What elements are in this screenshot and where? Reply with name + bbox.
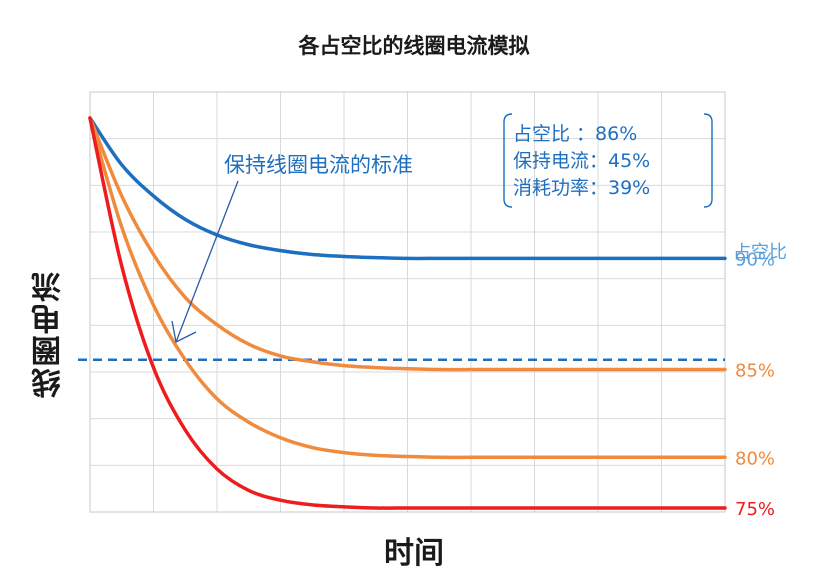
info-box-line-power: 消耗功率：39% [513, 177, 650, 199]
info-box-line-duty: 占空比 ：86% [513, 123, 637, 145]
annotation-arrowhead [171, 320, 197, 343]
chart-title: 各占空比的线圈电流模拟 [298, 34, 530, 58]
info-box-line-hold-current: 保持电流：45% [513, 150, 650, 172]
plot-frame [89, 91, 726, 513]
info-box: 占空比 ：86% 保持电流：45% 消耗功率：39% [503, 113, 713, 208]
annotation-pointer [175, 180, 239, 343]
series-label-80: 80% [735, 448, 775, 469]
grid [90, 92, 725, 512]
series-line-90 [88, 116, 727, 261]
series-label-75: 75% [735, 499, 775, 520]
series-line-85 [88, 116, 727, 372]
series-line-80 [88, 116, 727, 460]
series-group [88, 116, 727, 510]
series-labels: 90% 85% 80% 75% [735, 249, 775, 520]
series-line-75 [88, 116, 727, 510]
series-label-85: 85% [735, 361, 775, 382]
info-box-right-bracket [703, 113, 713, 208]
info-box-left-bracket [503, 113, 513, 208]
x-axis-label: 时间 [384, 536, 444, 571]
threshold-annotation: 保持线圈电流的标准 [224, 153, 413, 177]
series-header-label: 占空比 [733, 242, 787, 263]
series-label-90: 90% [735, 249, 775, 270]
